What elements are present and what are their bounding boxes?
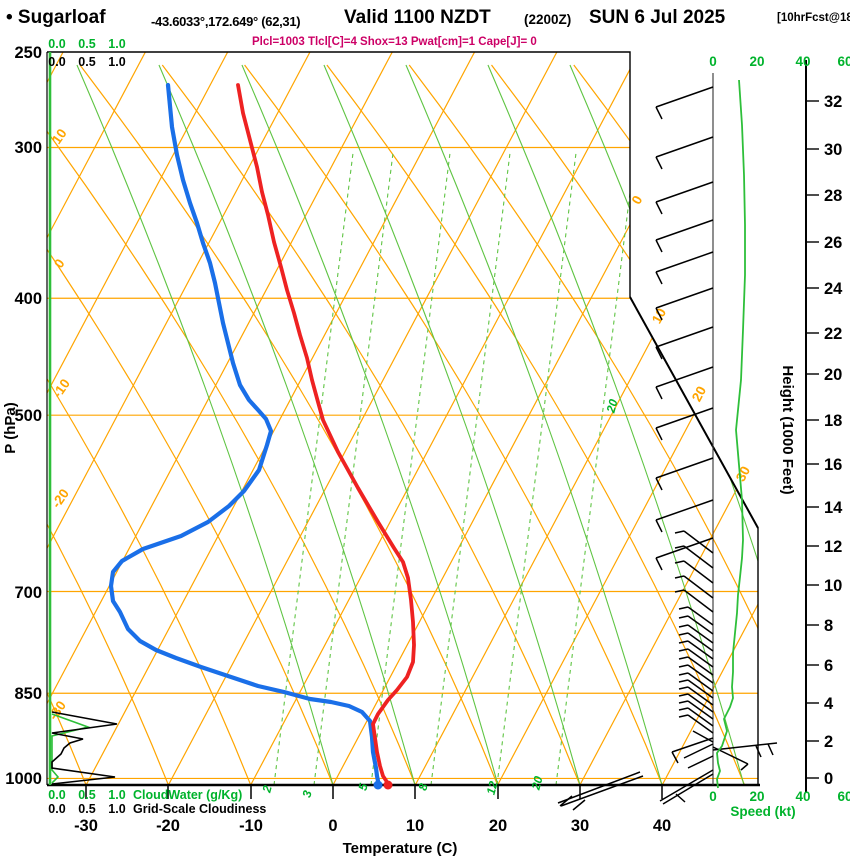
wind-barbs bbox=[557, 73, 778, 811]
height-tick: 12 bbox=[824, 538, 842, 556]
station-name: • Sugarloaf bbox=[6, 7, 106, 28]
temp-tick: -30 bbox=[74, 817, 98, 835]
cloud-profiles bbox=[51, 711, 118, 785]
pressure-tick: 850 bbox=[14, 685, 42, 703]
speed-tick-bottom: 0 bbox=[709, 789, 717, 804]
surface-dewpoint-dot bbox=[373, 780, 383, 790]
isotherm-label: 20 bbox=[689, 384, 709, 404]
pressure-tick: 250 bbox=[14, 44, 42, 62]
dry-adiabat-label: 10 bbox=[49, 126, 70, 147]
mixing-ratio-label: 8 bbox=[416, 782, 431, 792]
speed-tick-top: 40 bbox=[795, 54, 810, 69]
cloudiness-scale-bottom: 0.5 bbox=[78, 802, 95, 816]
temperature-curve bbox=[236, 83, 416, 784]
cloudiness-scale-bottom: 1.0 bbox=[108, 802, 125, 816]
mixing-ratio-label: 12 bbox=[484, 779, 501, 796]
isotherm-label: 0 bbox=[629, 193, 646, 207]
valid-time: Valid 1100 NZDT bbox=[344, 7, 491, 28]
temp-tick: -10 bbox=[239, 817, 263, 835]
cloudwater-scale-bottom: 0.0 bbox=[48, 788, 65, 802]
pressure-tick: 700 bbox=[14, 584, 42, 602]
surface-temperature-dot bbox=[383, 780, 393, 790]
temp-tick: 10 bbox=[406, 817, 424, 835]
mixing-ratio-label: 20 bbox=[528, 774, 545, 792]
speed-tick-top: 60 bbox=[837, 54, 850, 69]
mixing-ratio-label: 2 bbox=[259, 784, 275, 795]
cloudwater-scale-top: 1.0 bbox=[108, 37, 125, 51]
height-tick: 24 bbox=[824, 280, 843, 298]
cloudwater-caption: CloudWater (g/Kg) bbox=[133, 788, 242, 802]
height-tick: 0 bbox=[824, 770, 833, 788]
cloudwater-scale-top: 0.0 bbox=[48, 37, 65, 51]
temp-axis-title: Temperature (C) bbox=[343, 840, 458, 857]
height-tick: 2 bbox=[824, 733, 833, 751]
speed-tick-top: 20 bbox=[749, 54, 764, 69]
speed-profile bbox=[716, 79, 746, 789]
cloudiness-scale-bottom: 0.0 bbox=[48, 802, 65, 816]
pressure-tick: 400 bbox=[14, 290, 42, 308]
pressure-tick: 500 bbox=[14, 407, 42, 425]
station-coords: -43.6033°,172.649° (62,31) bbox=[151, 14, 301, 29]
temp-tick: 0 bbox=[328, 817, 337, 835]
dry-adiabat-label: -10 bbox=[50, 376, 73, 401]
height-tick: 28 bbox=[824, 187, 842, 205]
mixing-ratio-label: 3 bbox=[300, 789, 315, 799]
cloudiness-profile bbox=[51, 711, 118, 785]
height-tick: 32 bbox=[824, 93, 842, 111]
height-tick: 6 bbox=[824, 657, 833, 675]
isotherm-label: 10 bbox=[649, 306, 669, 326]
height-tick: 22 bbox=[824, 325, 842, 343]
pressure-axis-title: P (hPa) bbox=[2, 402, 19, 453]
dewpoint-curve bbox=[108, 82, 381, 784]
height-tick: 14 bbox=[824, 499, 843, 517]
cloudiness-caption: Grid-Scale Cloudiness bbox=[133, 802, 266, 816]
height-tick: 26 bbox=[824, 234, 842, 252]
pressure-tick: 1000 bbox=[5, 770, 42, 788]
plot-boundary bbox=[46, 51, 760, 799]
forecast-run: [10hrFcst@1823z] bbox=[777, 12, 850, 24]
cloudwater-scale-top: 0.5 bbox=[78, 37, 95, 51]
speed-tick-top: 0 bbox=[709, 54, 717, 69]
speed-tick-bottom: 20 bbox=[749, 789, 764, 804]
sounding-indices: Plcl=1003 Tlcl[C]=4 Shox=13 Pwat[cm]=1 C… bbox=[252, 36, 537, 48]
height-axis-title: Height (1000 Feet) bbox=[779, 365, 796, 494]
height-tick: 20 bbox=[824, 366, 842, 384]
mixing-ratio-label: 5 bbox=[356, 782, 371, 792]
speed-tick-bottom: 40 bbox=[795, 789, 810, 804]
temp-tick: -20 bbox=[156, 817, 180, 835]
temp-tick: 40 bbox=[653, 817, 671, 835]
skewt-grid bbox=[47, 52, 758, 785]
speed-tick-bottom: 60 bbox=[837, 789, 850, 804]
pressure-tick: 300 bbox=[14, 139, 42, 157]
height-tick: 8 bbox=[824, 617, 833, 635]
temp-tick: 30 bbox=[571, 817, 589, 835]
height-tick: 4 bbox=[824, 695, 834, 713]
height-tick: 16 bbox=[824, 456, 842, 474]
cloudiness-scale-top: 0.0 bbox=[48, 55, 65, 69]
speed-axis-title: Speed (kt) bbox=[730, 804, 795, 819]
valid-date: SUN 6 Jul 2025 bbox=[589, 7, 726, 28]
valid-time-z: (2200Z) bbox=[524, 12, 572, 27]
cloudiness-scale-top: 1.0 bbox=[108, 55, 125, 69]
speed-curve bbox=[716, 79, 746, 789]
mixing-ratio-label: 20 bbox=[603, 397, 620, 415]
dry-adiabat-label: 0 bbox=[51, 256, 68, 271]
cloudiness-scale-top: 0.5 bbox=[78, 55, 95, 69]
isotherm-label: 30 bbox=[733, 464, 753, 484]
cloudwater-scale-bottom: 0.5 bbox=[78, 788, 95, 802]
temp-tick: 20 bbox=[489, 817, 507, 835]
cloudwater-profile bbox=[51, 713, 91, 784]
height-tick: 10 bbox=[824, 577, 842, 595]
height-tick: 30 bbox=[824, 141, 842, 159]
sounding-profiles bbox=[108, 82, 416, 790]
cloudwater-scale-bottom: 1.0 bbox=[108, 788, 125, 802]
height-tick: 18 bbox=[824, 412, 842, 430]
